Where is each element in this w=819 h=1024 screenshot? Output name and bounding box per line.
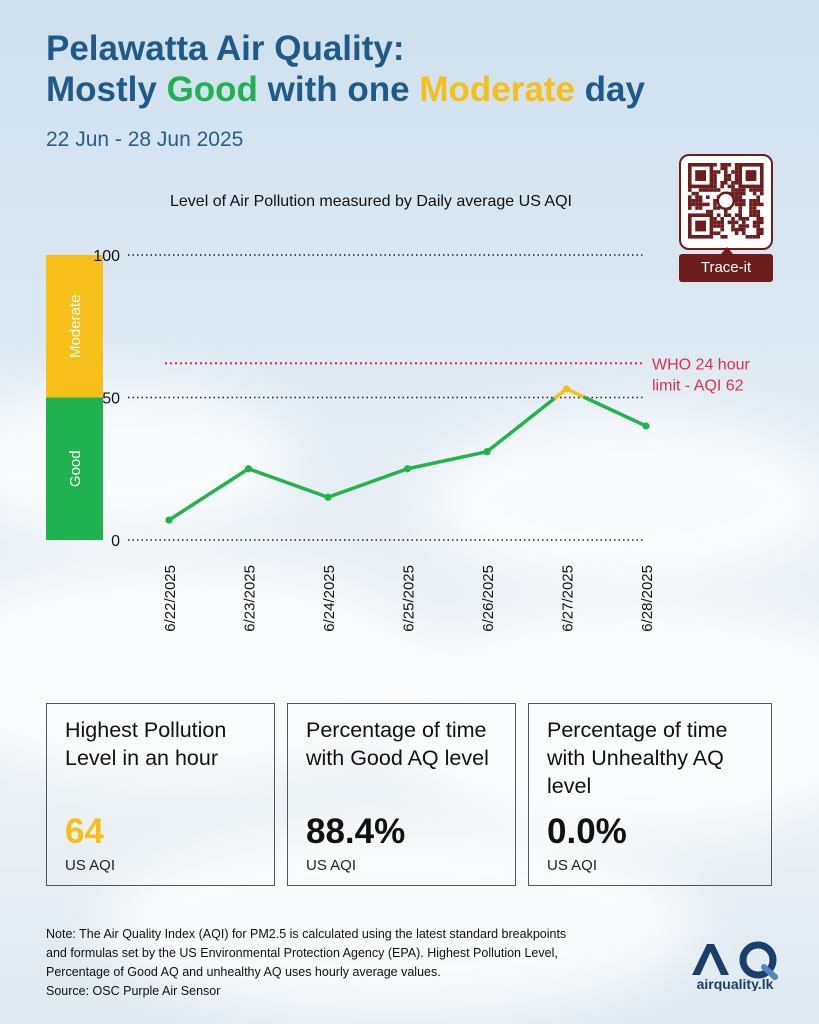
data-point (642, 422, 650, 430)
stat-title-line: Highest Pollution (65, 718, 227, 742)
footnote-line: Note: The Air Quality Index (AQI) for PM… (46, 927, 567, 941)
stat-title-line: with Unhealthy AQ (547, 746, 724, 770)
y-tick-label: 100 (93, 248, 120, 265)
page-title: Pelawatta Air Quality: Mostly Good with … (46, 28, 645, 110)
stat-title-line: with Good AQ level (306, 746, 489, 770)
y-tick-label: 0 (111, 533, 120, 550)
series-line-segment (167, 467, 251, 522)
title-text: with one (257, 70, 420, 109)
x-tick-label: 6/25/2025 (401, 565, 418, 632)
stat-title: Highest Pollution Level in an hour (65, 716, 226, 772)
title-line-2: Mostly Good with one Moderate day (46, 69, 645, 110)
series-line-segment (583, 395, 648, 428)
airquality-logo[interactable]: airquality.lk (688, 941, 783, 996)
data-point (403, 465, 412, 473)
x-tick-label: 6/22/2025 (162, 565, 179, 632)
x-tick-label: 6/23/2025 (242, 565, 259, 632)
aqi-line-chart: Good Moderate 0 50 100 WHO 24 hour limit - AQI… (46, 248, 750, 632)
series-line-segment (326, 467, 410, 499)
date-range: 22 Jun - 28 Jun 2025 (46, 128, 244, 151)
title-moderate-word: Moderate (419, 70, 575, 109)
band-label-moderate: Moderate (67, 295, 84, 358)
footnote: Note: The Air Quality Index (AQI) for PM… (46, 925, 566, 1001)
stat-title-line: level (547, 774, 592, 798)
trace-it-label: Trace-it (679, 247, 773, 282)
series-line-segment (485, 395, 558, 454)
title-line-1: Pelawatta Air Quality: (46, 29, 405, 68)
qr-code-icon (679, 154, 773, 250)
who-limit-label: limit - AQI 62 (652, 377, 744, 394)
data-point (562, 385, 571, 393)
data-point (244, 465, 253, 473)
who-limit-label: WHO 24 hour (652, 356, 750, 373)
stat-unit: US AQI (306, 857, 357, 874)
data-point (324, 493, 332, 501)
footnote-line: and formulas set by the US Environmental… (46, 946, 558, 960)
band-good (46, 397, 103, 540)
trace-it-qr-badge[interactable]: Trace-it (679, 154, 773, 282)
series-line-segment (405, 449, 489, 471)
logo-text: airquality.lk (697, 976, 774, 991)
band-label-good: Good (67, 450, 84, 487)
title-text: Mostly (46, 70, 167, 109)
data-point (483, 448, 491, 456)
y-tick-label: 50 (102, 391, 120, 408)
footnote-source: Source: OSC Purple Air Sensor (46, 984, 221, 998)
x-tick-label: 6/24/2025 (321, 565, 338, 632)
x-tick-label: 6/27/2025 (560, 565, 577, 632)
stat-title-line: Percentage of time (547, 718, 728, 742)
stat-title: Percentage of time with Unhealthy AQ level (547, 716, 727, 800)
stat-card-unhealthy: Percentage of time with Unhealthy AQ level… (528, 703, 772, 886)
aq-logo-mark: airquality.lk (692, 941, 778, 992)
band-moderate (46, 255, 103, 398)
chart-title: Level of Air Pollution measured by Daily… (170, 193, 572, 210)
x-tick-label: 6/26/2025 (480, 565, 497, 632)
stat-value: 0.0% (547, 812, 627, 851)
stat-unit: US AQI (547, 857, 598, 874)
stat-value: 88.4% (306, 812, 406, 851)
x-tick-label: 6/28/2025 (639, 565, 656, 632)
stat-card-highest: Highest Pollution Level in an hour 64 US … (46, 703, 275, 886)
footnote-line: Percentage of Good AQ and unhealthy AQ u… (46, 965, 441, 979)
series-line-segment (246, 467, 330, 499)
stat-title-line: Percentage of time (306, 718, 487, 742)
title-text: day (574, 70, 645, 109)
title-good-word: Good (166, 70, 258, 109)
stat-card-good: Percentage of time with Good AQ level 88.… (287, 703, 516, 886)
stat-value: 64 (65, 812, 104, 851)
data-point (165, 516, 173, 524)
stat-title: Percentage of time with Good AQ level (306, 716, 489, 772)
stat-title-line: Level in an hour (65, 746, 218, 770)
stat-unit: US AQI (65, 857, 116, 874)
